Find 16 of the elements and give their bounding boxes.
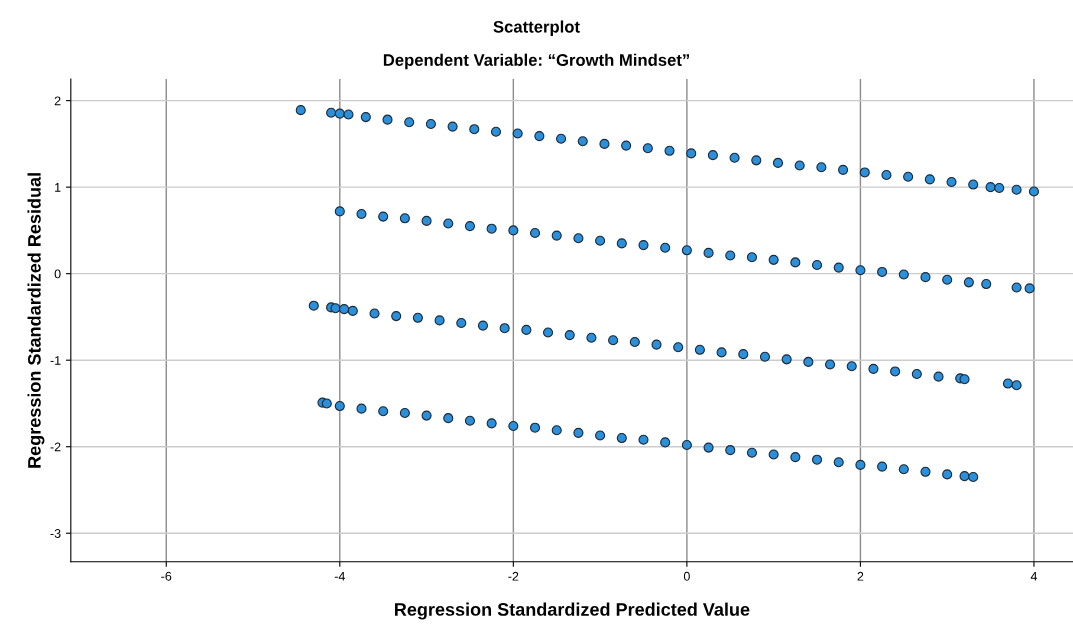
x-axis-title: Regression Standardized Predicted Value	[395, 602, 750, 620]
x-tick-label: -2	[508, 571, 519, 581]
x-tick-label: -6	[161, 571, 172, 581]
y-tick-label: -3	[50, 529, 61, 538]
y-tick-label: -2	[50, 442, 61, 452]
y-tick-label: -1	[50, 356, 61, 365]
x-tick-label: 2	[857, 571, 864, 581]
y-tick-label: 1	[55, 183, 61, 192]
x-tick-label: 0	[683, 571, 690, 581]
x-tick-label: 4	[1030, 571, 1038, 581]
y-tick-label: 0	[54, 269, 61, 279]
y-axis-title: Regression Standardized Residual	[27, 173, 45, 468]
x-tick-label: -4	[334, 571, 345, 581]
y-tick-label: 2	[54, 96, 61, 106]
chart-subtitle: Dependent Variable: “Growth Mindset”	[383, 53, 689, 70]
chart-title: Scatterplot	[493, 20, 580, 36]
